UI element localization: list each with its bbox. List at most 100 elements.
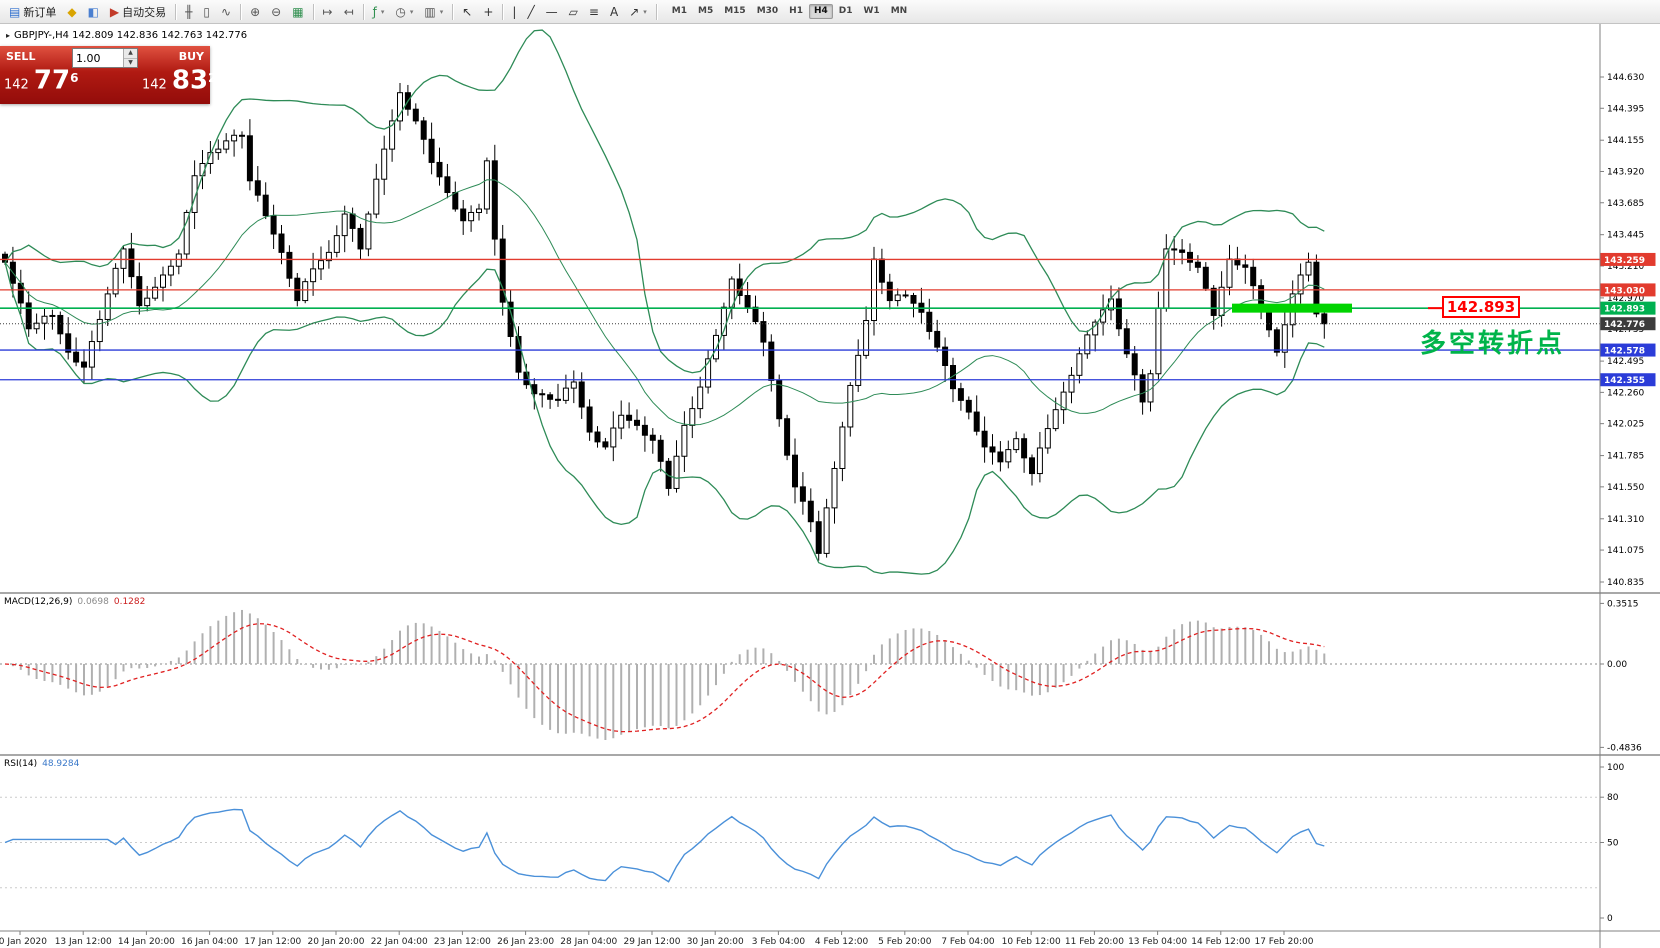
svg-text:142.025: 142.025 bbox=[1607, 420, 1644, 430]
indicators-icon[interactable]: ƒ ▾ bbox=[368, 1, 390, 23]
toolbar-separator bbox=[240, 3, 242, 20]
indicators-dropdown-icon[interactable]: ▾ bbox=[380, 7, 385, 16]
price-level-callout[interactable]: 142.893 bbox=[1442, 296, 1520, 318]
timeframe-h4-button[interactable]: H4 bbox=[808, 4, 833, 19]
svg-text:141.310: 141.310 bbox=[1607, 515, 1644, 525]
timeframe-h1-button[interactable]: H1 bbox=[789, 6, 803, 16]
bar-chart-icon[interactable]: ╫ bbox=[180, 1, 197, 23]
svg-text:14 Jan 20:00: 14 Jan 20:00 bbox=[118, 937, 175, 947]
timeframe-m30-button[interactable]: M30 bbox=[756, 6, 779, 16]
axes: 144.630 144.395 144.155 143.920 143.685 143.4… bbox=[0, 24, 1660, 948]
price-tag-142.578 bbox=[1600, 343, 1656, 357]
market-watch-icon[interactable]: ◆ bbox=[62, 1, 81, 23]
svg-text:141.785: 141.785 bbox=[1607, 452, 1644, 462]
tile-windows-icon[interactable]: ▦ bbox=[287, 1, 308, 23]
svg-text:142.970: 142.970 bbox=[1607, 294, 1644, 304]
volume-down-icon[interactable]: ▼ bbox=[124, 58, 137, 67]
sell-button[interactable]: SELL 142 776 bbox=[0, 46, 78, 104]
rsi-label: RSI(14) 48.9284 bbox=[4, 759, 79, 769]
candlestick-chart-icon[interactable]: ▯ bbox=[198, 1, 215, 23]
buy-price: 142 832 bbox=[138, 63, 216, 100]
timeframe-bar: M1 M5 M15 M30 H1 H4 D1 W1 MN bbox=[667, 4, 912, 19]
volume-spinner[interactable]: ▲ ▼ bbox=[123, 49, 137, 67]
new-order-button-label: 新订单 bbox=[23, 5, 57, 19]
main-price-panel bbox=[0, 29, 1600, 575]
svg-text:4 Feb 12:00: 4 Feb 12:00 bbox=[815, 937, 869, 947]
periods-icon: ◷ bbox=[395, 4, 406, 19]
svg-text:10 Feb 12:00: 10 Feb 12:00 bbox=[1002, 937, 1061, 947]
timeframe-m1-button[interactable]: M1 bbox=[671, 6, 687, 16]
equidistant-channel-icon[interactable]: ▱ bbox=[564, 1, 583, 23]
timeframe-d1-button[interactable]: D1 bbox=[838, 6, 853, 16]
turning-point-note[interactable]: 多空转折点 bbox=[1420, 329, 1566, 359]
bollinger-m bbox=[4, 179, 1325, 426]
timeframe-m5-button[interactable]: M5 bbox=[697, 6, 714, 16]
price-tag-142.893 bbox=[1600, 301, 1656, 315]
arrows-icon[interactable]: ↗ ▾ bbox=[624, 1, 652, 23]
sell-label: SELL bbox=[6, 50, 36, 63]
zoom-out-icon[interactable]: ⊖ bbox=[266, 1, 286, 23]
volume-up-icon[interactable]: ▲ bbox=[124, 49, 137, 59]
svg-text:144.395: 144.395 bbox=[1607, 104, 1644, 114]
rsi-name: RSI(14) bbox=[4, 759, 38, 769]
buy-button[interactable]: BUY 142 832 bbox=[138, 46, 216, 104]
svg-text:28 Jan 04:00: 28 Jan 04:00 bbox=[560, 937, 617, 947]
timeframe-w1-button[interactable]: W1 bbox=[863, 6, 880, 16]
svg-text:142.260: 142.260 bbox=[1607, 388, 1644, 398]
svg-text:20 Jan 20:00: 20 Jan 20:00 bbox=[308, 937, 365, 947]
svg-text:142.578: 142.578 bbox=[1604, 347, 1645, 357]
periods-dropdown-icon[interactable]: ▾ bbox=[409, 7, 414, 16]
svg-text:-0.4836: -0.4836 bbox=[1607, 743, 1642, 753]
timeframe-mn-button[interactable]: MN bbox=[890, 6, 908, 16]
vertical-line-icon[interactable]: | bbox=[507, 1, 521, 23]
new-order-button[interactable]: ▤ 新订单 bbox=[4, 1, 61, 23]
svg-text:14 Feb 12:00: 14 Feb 12:00 bbox=[1191, 937, 1250, 947]
cursor-icon: ↖ bbox=[462, 4, 473, 19]
fibonacci-icon[interactable]: ≡ bbox=[584, 1, 604, 23]
svg-text:141.550: 141.550 bbox=[1607, 483, 1644, 493]
data-window-icon[interactable]: ◧ bbox=[83, 1, 104, 23]
auto-trading-icon: ▶ bbox=[109, 4, 120, 19]
svg-text:144.630: 144.630 bbox=[1607, 73, 1644, 83]
svg-text:30 Jan 20:00: 30 Jan 20:00 bbox=[687, 937, 744, 947]
sell-price-big: 142 bbox=[4, 77, 29, 93]
new-order-icon: ▤ bbox=[9, 4, 21, 19]
templates-icon[interactable]: ▥ ▾ bbox=[419, 1, 448, 23]
svg-text:0.3515: 0.3515 bbox=[1607, 599, 1639, 609]
timeframe-m15-button[interactable]: M15 bbox=[724, 6, 746, 16]
text-label-icon[interactable]: A bbox=[605, 1, 623, 23]
rsi-line bbox=[4, 808, 1325, 883]
rsi-panel bbox=[0, 796, 1600, 889]
templates-dropdown-icon[interactable]: ▾ bbox=[439, 7, 444, 16]
auto-scroll-icon[interactable]: ↦ bbox=[318, 1, 338, 23]
macd-signal-line bbox=[4, 623, 1325, 733]
svg-text:13 Feb 04:00: 13 Feb 04:00 bbox=[1128, 937, 1187, 947]
toolbar-separator bbox=[362, 3, 364, 20]
zoom-in-icon[interactable]: ⊕ bbox=[245, 1, 265, 23]
sell-price-sup: 6 bbox=[70, 71, 79, 85]
trendline-icon[interactable]: ╱ bbox=[522, 1, 539, 23]
arrows-dropdown-icon[interactable]: ▾ bbox=[643, 7, 647, 16]
svg-text:100: 100 bbox=[1607, 763, 1624, 773]
macd-name: MACD(12,26,9) bbox=[4, 597, 73, 607]
line-chart-icon[interactable]: ∿ bbox=[216, 1, 236, 23]
svg-text:142.495: 142.495 bbox=[1607, 357, 1644, 367]
svg-text:17 Jan 12:00: 17 Jan 12:00 bbox=[244, 937, 301, 947]
crosshair-icon[interactable]: + bbox=[478, 1, 498, 23]
svg-text:7 Feb 04:00: 7 Feb 04:00 bbox=[941, 937, 995, 947]
horizontal-line-icon: — bbox=[545, 4, 558, 19]
templates-icon: ▥ bbox=[424, 4, 436, 19]
svg-text:16 Jan 04:00: 16 Jan 04:00 bbox=[181, 937, 238, 947]
volume-input[interactable] bbox=[73, 49, 123, 67]
cursor-icon[interactable]: ↖ bbox=[457, 1, 477, 23]
green-highlight-bar bbox=[1232, 303, 1352, 313]
auto-trading-button[interactable]: ▶ 自动交易 bbox=[105, 1, 171, 23]
periods-icon[interactable]: ◷ ▾ bbox=[390, 1, 418, 23]
trendline-icon: ╱ bbox=[527, 4, 535, 19]
horizontal-line-icon[interactable]: — bbox=[541, 1, 563, 23]
chart-shift-icon[interactable]: ↤ bbox=[339, 1, 359, 23]
svg-text:3 Feb 04:00: 3 Feb 04:00 bbox=[752, 937, 806, 947]
